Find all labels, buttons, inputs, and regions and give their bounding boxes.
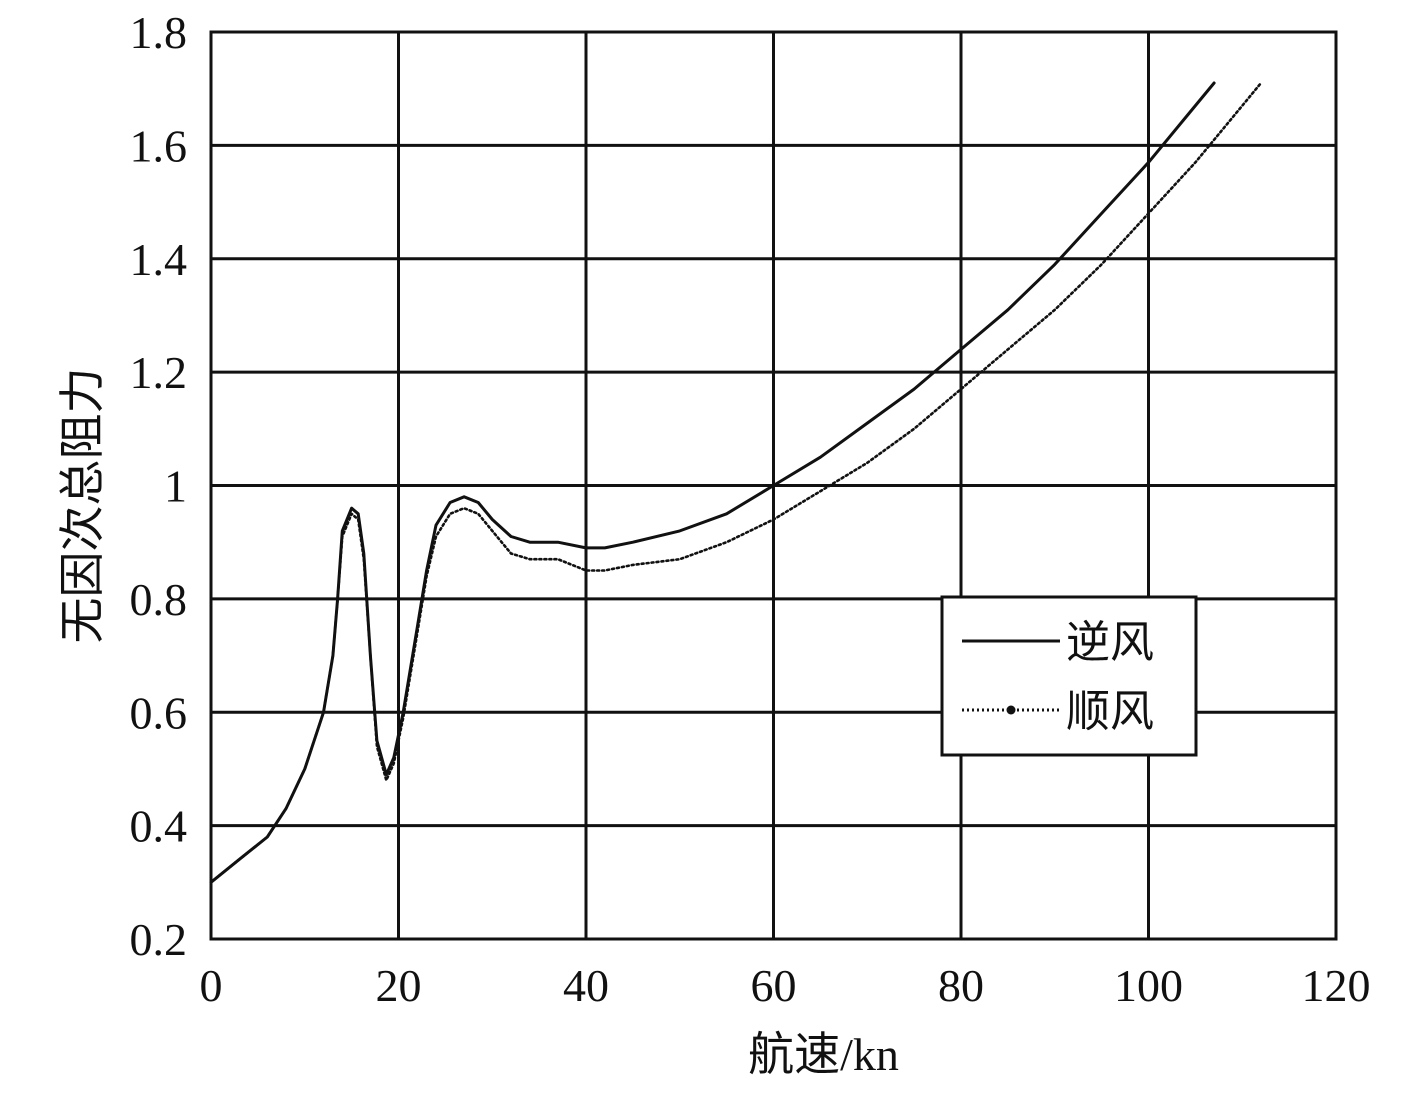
y-tick-labels: 0.2 0.4 0.6 0.8 1 1.2 1.4 1.6 1.8 [130, 7, 188, 965]
legend: 逆风 顺风 [940, 595, 1198, 757]
x-tick-label: 80 [938, 960, 984, 1011]
x-tick-label: 20 [376, 960, 422, 1011]
grid-lines [209, 30, 1338, 941]
series-lines [209, 81, 1263, 884]
legend-label-headwind: 逆风 [1066, 618, 1154, 667]
x-tick-label: 0 [200, 960, 223, 1011]
x-tick-label: 60 [751, 960, 797, 1011]
y-tick-label: 1.4 [130, 234, 188, 285]
y-tick-label: 0.8 [130, 574, 188, 625]
y-tick-label: 1 [164, 461, 187, 512]
plot-frame [209, 30, 1338, 941]
y-tick-label: 1.8 [130, 7, 188, 58]
x-tick-label: 40 [563, 960, 609, 1011]
y-tick-label: 0.2 [130, 914, 188, 965]
x-tick-labels: 0 20 40 60 80 100 120 [200, 960, 1371, 1011]
series-line-headwind [209, 81, 1216, 884]
series-line-tailwind [209, 81, 1263, 884]
y-tick-label: 0.4 [130, 801, 188, 852]
y-tick-label: 1.2 [130, 347, 188, 398]
y-tick-label: 0.6 [130, 687, 188, 738]
legend-box [940, 595, 1198, 757]
legend-marker-tailwind [1006, 705, 1016, 715]
x-tick-label: 120 [1302, 960, 1371, 1011]
legend-label-tailwind: 顺风 [1066, 687, 1154, 736]
x-tick-label: 100 [1114, 960, 1183, 1011]
y-tick-label: 1.6 [130, 120, 188, 171]
y-axis-title: 无因次总阻力 [57, 368, 108, 644]
x-axis-title: 航速/kn [748, 1029, 899, 1080]
